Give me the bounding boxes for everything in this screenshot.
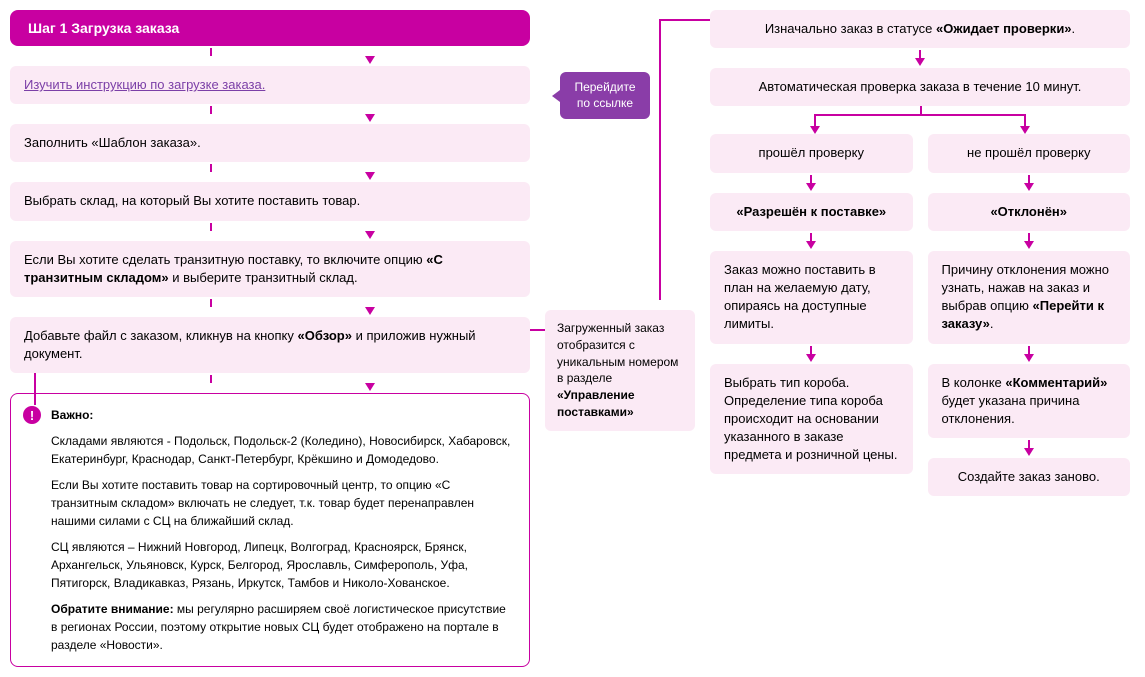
step-box-1[interactable]: Изучить инструкцию по загрузке заказа. [10,66,530,104]
arrow [928,231,1131,251]
alert-icon: ! [23,406,41,424]
tooltip-text: Перейдите по ссылке [574,80,635,110]
arrow [928,344,1131,364]
split-connector [710,106,1130,134]
box-passed: прошёл проверку [710,134,913,172]
arrow [928,173,1131,193]
arrow [710,344,913,364]
box-plan: Заказ можно поставить в план на желаемую… [710,251,913,344]
branch-passed: прошёл проверку «Разрешён к поставке» За… [710,134,913,496]
arrow [710,48,1130,68]
box-comment: В колонке «Комментарий» будет указана пр… [928,364,1131,439]
arrow [710,173,913,193]
mid-box: Загруженный заказ отобразится с уникальн… [545,310,695,431]
step-header-label: Шаг 1 Загрузка заказа [28,20,179,36]
important-p3: СЦ являются – Нижний Новгород, Липецк, В… [51,538,515,592]
step-box-4: Если Вы хотите сделать транзитную постав… [10,241,530,297]
step-header: Шаг 1 Загрузка заказа [10,10,530,46]
important-box: ! Важно: Складами являются - Подольск, П… [10,393,530,667]
box-boxtype: Выбрать тип короба. Определение типа кор… [710,364,913,475]
left-column: Шаг 1 Загрузка заказа Изучить инструкцию… [10,10,530,667]
branch-failed: не прошёл проверку «Отклонён» Причину от… [928,134,1131,496]
arrow [10,221,530,241]
box-failed: не прошёл проверку [928,134,1131,172]
arrow [10,104,530,124]
box-reason: Причину отклонения можно узнать, нажав н… [928,251,1131,344]
important-p1: Складами являются - Подольск, Подольск-2… [51,432,515,468]
branch-row: прошёл проверку «Разрешён к поставке» За… [710,134,1130,496]
important-p4-prefix: Обратите внимание: [51,602,174,616]
arrow [10,162,530,182]
box-recreate: Создайте заказ заново. [928,458,1131,496]
important-title: Важно: [51,408,93,422]
tooltip-link-hint: Перейдите по ссылке [560,72,650,119]
arrow [10,46,530,66]
right-box-autocheck: Автоматическая проверка заказа в течение… [710,68,1130,106]
step-box-5: Добавьте файл с заказом, кликнув на кноп… [10,317,530,373]
important-p2: Если Вы хотите поставить товар на сортир… [51,476,515,530]
box-allowed: «Разрешён к поставке» [710,193,913,231]
right-column: Изначально заказ в статусе «Ожидает пров… [710,10,1130,667]
box-rejected: «Отклонён» [928,193,1131,231]
arrow [928,438,1131,458]
right-box-status-initial: Изначально заказ в статусе «Ожидает пров… [710,10,1130,48]
step-box-3: Выбрать склад, на который Вы хотите пост… [10,182,530,220]
step-box-2: Заполнить «Шаблон заказа». [10,124,530,162]
arrow [710,231,913,251]
arrow [10,373,530,393]
arrow [10,297,530,317]
